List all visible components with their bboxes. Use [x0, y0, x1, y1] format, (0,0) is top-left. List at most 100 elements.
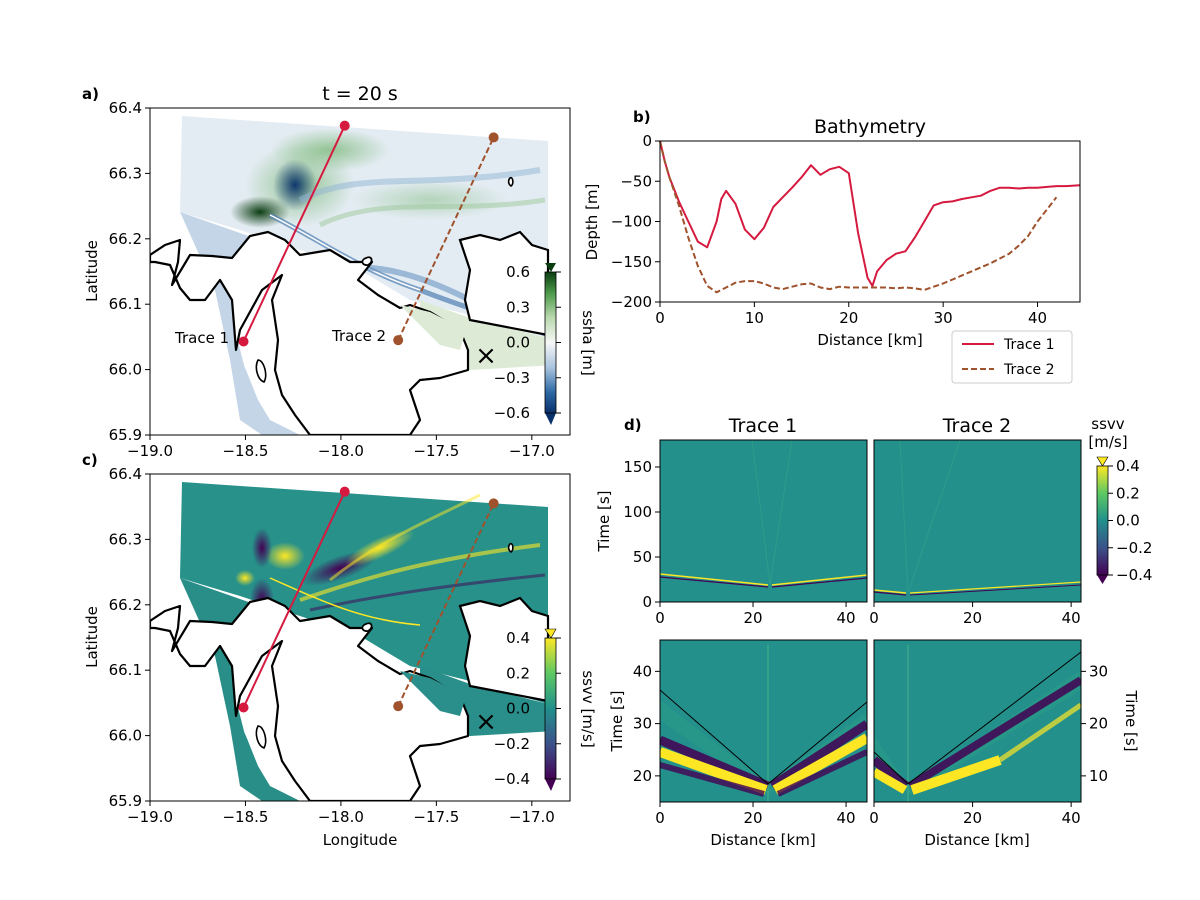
axis-b-xtick-label: 20: [839, 309, 858, 327]
bathymetry-series: [659, 140, 1081, 294]
axis-b-ytick-label: −200: [611, 293, 652, 311]
series-trace-1: [659, 140, 1081, 287]
axis-c-ytick-label: 66.3: [109, 530, 142, 548]
d1-arrival-right: [771, 574, 867, 586]
trace-lines-c: [238, 486, 499, 713]
series-trace-2: [659, 140, 1058, 294]
ssvv-field-base: [180, 482, 548, 704]
panel-label-c: c): [82, 451, 98, 469]
d3-crest-left: [660, 747, 768, 795]
ylabel-b: Depth [m]: [583, 184, 601, 261]
axis-b-ytick-label: −100: [611, 213, 652, 231]
colorbar-c-tick-label: 0.2: [506, 664, 530, 682]
colorbar-a: [545, 272, 556, 413]
axes-frame-d2: [873, 439, 1082, 603]
d1-arrival-right-trough: [771, 577, 867, 588]
d4-crest-right-far: [998, 702, 1081, 763]
axes-frame-d1: [659, 439, 868, 603]
trace-1-end-c: [339, 486, 350, 497]
colorbar-a-tick-label: 0.3: [506, 298, 530, 316]
axis-d4-ytick-label: 10: [1089, 767, 1108, 785]
axis-d2-xtick-label: 20: [963, 609, 982, 627]
green-wavefront: [270, 128, 390, 172]
d2-arrival-right: [909, 581, 1081, 594]
seismogram-d3: [660, 640, 867, 802]
colorbar-c: [545, 638, 556, 779]
axis-d3-xtick-label: 20: [743, 809, 762, 827]
island-1: [361, 256, 373, 266]
epicenter-marker-a: ×: [475, 341, 497, 371]
axis-d1-xtick-label: 40: [837, 609, 856, 627]
colorbar-a-tick-label: −0.6: [494, 404, 530, 422]
axis-b-xtick-label: 0: [655, 309, 665, 327]
axis-a-xtick-label: −17.5: [413, 442, 459, 460]
d2-arrival-left-trough: [874, 591, 907, 596]
east-peninsula-c: [458, 596, 550, 703]
axis-b-xtick-label: 40: [1028, 309, 1047, 327]
axis-c-xtick-label: −18.5: [222, 808, 268, 826]
panel-b: b) Bathymetry 0 10 20 30 400−50−100−150−200 …: [583, 108, 1081, 384]
island-2: [507, 176, 514, 187]
trace-2-end-c: [488, 498, 499, 509]
ylabel-d3: Time [s]: [608, 691, 626, 753]
colorbar-c-tick-label: 0.4: [506, 629, 530, 647]
yellow-peak-1: [265, 542, 305, 570]
d2-moveout-1: [899, 440, 909, 594]
d2-moveout-2: [907, 440, 961, 594]
subplot-title-trace-1: Trace 1: [728, 415, 798, 437]
axis-d1-xtick-label: 0: [655, 609, 665, 627]
map-c-field: [150, 482, 555, 801]
panel-label-a: a): [82, 85, 99, 103]
fjord-water: [236, 350, 300, 435]
trace-2-start-a: [393, 335, 404, 346]
axis-a-ytick-label: 66.4: [109, 99, 142, 117]
colorbar-c-extend-bottom: [545, 779, 556, 791]
subplot-title-trace-2: Trace 2: [942, 415, 1012, 437]
axis-a-ytick-label: 65.9: [109, 426, 142, 444]
trace-1-end-a: [339, 120, 350, 131]
axis-a-xtick-label: −18.0: [318, 442, 364, 460]
axis-d3-ytick-label: 30: [633, 715, 652, 733]
d1-field: [660, 440, 867, 602]
axis-a-xtick-label: −18.5: [222, 442, 268, 460]
colorbar-d-extend-top: [1096, 456, 1109, 467]
colorbar-a-label: ssha [m]: [579, 310, 597, 375]
axes-frame-a: [149, 107, 571, 436]
axis-c-ytick-label: 66.1: [109, 661, 142, 679]
wave-arc-c-1: [299, 543, 541, 602]
d3-trough-left: [660, 735, 770, 791]
d3-trough-left-2: [660, 762, 765, 797]
d4-front-right: [907, 651, 1081, 785]
axis-d2-xtick-label: 0: [869, 609, 879, 627]
axis-ticks-a: −19.0 −18.5 −18.0 −17.5 −17.0 65.9 66.0 66.1 66.…: [109, 99, 555, 460]
axis-c-xtick-label: −17.0: [509, 808, 555, 826]
colorbar-d-tick-label: 0.4: [1116, 457, 1140, 475]
colorbar-d-extend-bottom: [1097, 575, 1108, 584]
trace-1-label: Trace 1: [174, 329, 229, 347]
panel-a-title: t = 20 s: [322, 83, 398, 105]
axis-ticks-b: 0 10 20 30 40 0 −50 −100 −150 −200: [611, 132, 1047, 327]
axis-a-ytick-label: 66.3: [109, 164, 142, 182]
axis-d4-xtick-label: 20: [963, 809, 982, 827]
d1-moveout-2: [769, 440, 793, 586]
trace-lines-a: [238, 120, 499, 347]
colorbar-a-extend-top: [545, 263, 556, 272]
axis-c-ytick-label: 65.9: [109, 792, 142, 810]
d4-field: [874, 640, 1081, 802]
wake-crest: [269, 214, 421, 291]
ylabel-c: Latitude: [83, 606, 101, 668]
axis-b-ytick-label: 0: [642, 132, 652, 150]
colorbar-a-ticks: 0.6 0.3 0.0 −0.3 −0.6: [494, 263, 561, 422]
panel-label-d: d): [624, 416, 642, 434]
axis-ticks-d: 0 20 40 0 50 100 150 0 20 40 0 20 40 20 30 40 0 20 40 10 20 3…: [623, 458, 1108, 827]
colorbar-d-ticks: 0.4 0.2 0.0 −0.2 −0.4: [1108, 457, 1152, 584]
axis-d1-ytick-label: 150: [623, 458, 652, 476]
axis-a-ytick-label: 66.1: [109, 295, 142, 313]
axis-d1-ytick-label: 50: [633, 548, 652, 566]
d1-arrival-left-trough: [660, 576, 769, 588]
trace-2-line-a: [397, 137, 495, 341]
axes-frame-d3: [659, 639, 868, 803]
axis-b-ytick-label: −50: [620, 172, 652, 190]
wave-arc-c-2: [309, 573, 546, 612]
